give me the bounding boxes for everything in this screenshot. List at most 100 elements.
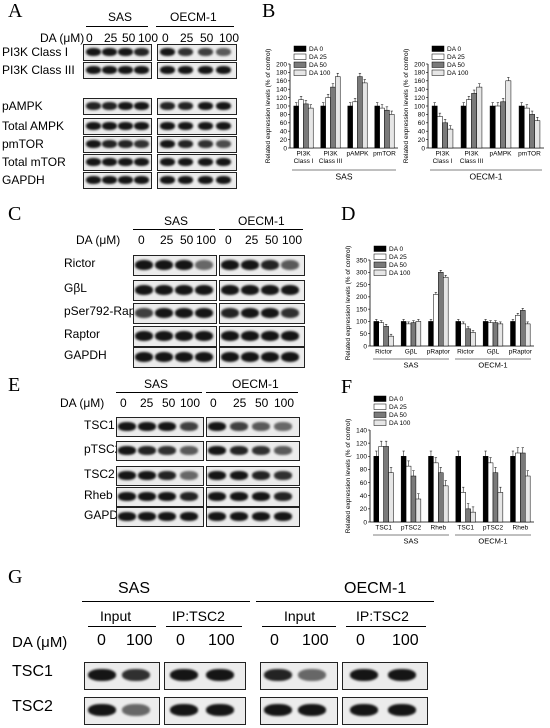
blot-band	[158, 491, 176, 501]
blot-band	[195, 284, 213, 295]
legend-swatch	[293, 61, 307, 68]
dose-value: 100	[126, 632, 153, 649]
bar	[487, 322, 494, 347]
bar	[388, 472, 394, 523]
blot-band	[281, 284, 299, 295]
blot-band	[138, 470, 156, 480]
legend-entry: DA 25	[309, 54, 327, 61]
bar	[465, 328, 471, 347]
legend-swatch	[373, 261, 387, 268]
blot-band	[155, 330, 173, 341]
cell-line-oecm-c: OECM-1	[238, 214, 285, 228]
blot-membrane	[84, 662, 160, 690]
blot-band	[350, 669, 378, 681]
dose-value: 0	[176, 632, 185, 649]
blot-band	[134, 157, 149, 166]
x-tick-label: pmTOR	[373, 151, 396, 158]
bar	[515, 315, 521, 347]
blot-band	[158, 511, 176, 521]
blot-band	[198, 139, 213, 148]
blot-band	[160, 65, 175, 74]
blot-membrane	[157, 98, 237, 115]
blot-membrane	[164, 662, 246, 690]
blot-band	[118, 511, 136, 521]
blot-band	[252, 470, 270, 480]
bar	[438, 472, 444, 523]
blot-band	[221, 307, 239, 318]
blot-band	[134, 139, 149, 148]
blot-band	[135, 307, 153, 318]
blot-band	[175, 351, 193, 362]
legend-entry: DA 100	[447, 70, 469, 77]
legend-entry: DA 50	[447, 62, 465, 69]
dose-value: 100	[180, 396, 201, 410]
blot-band	[252, 445, 270, 455]
y-tick-label: 100	[414, 103, 425, 110]
bar	[489, 105, 496, 149]
blot-band	[241, 307, 259, 318]
y-tick-label: 140	[276, 86, 287, 93]
blot-band	[274, 445, 292, 455]
blot-band	[198, 101, 213, 110]
blot-band	[118, 470, 136, 480]
blot-membrane	[206, 441, 300, 461]
dose-value: 100	[274, 396, 295, 410]
blot-band	[230, 511, 248, 521]
blot-membrane	[83, 44, 152, 61]
blot-band	[160, 101, 175, 110]
blot-band	[160, 121, 175, 130]
blot-band	[178, 65, 193, 74]
blot-band	[180, 445, 198, 455]
blot-membrane	[206, 466, 300, 486]
blot-membrane	[83, 62, 152, 79]
blot-band	[216, 65, 231, 74]
bar	[384, 109, 390, 149]
bar	[428, 456, 434, 523]
blot-row-label: PI3K Class III	[2, 63, 75, 77]
blot-band	[155, 284, 173, 295]
bar	[374, 105, 380, 149]
bar	[400, 456, 407, 523]
blot-band	[216, 139, 231, 148]
legend-entry: DA 100	[309, 70, 331, 77]
y-tick-label: 120	[276, 95, 287, 102]
cell-line-sas-e: SAS	[144, 377, 169, 391]
blot-band	[102, 157, 117, 166]
legend-entry: DA 50	[389, 262, 407, 269]
legend-entry: DA 0	[309, 46, 323, 53]
y-tick-label: 300	[356, 270, 367, 277]
x-tick-label: pAMPK	[489, 151, 512, 158]
y-axis-label: Related expression levels (% of control)	[345, 246, 352, 361]
blot-band	[155, 259, 173, 270]
bar	[352, 101, 358, 149]
bar	[482, 321, 489, 347]
underline-ip-oecm	[346, 626, 426, 627]
y-tick-label: 80	[280, 112, 288, 119]
legend-entry: DA 50	[389, 412, 407, 419]
blot-band	[298, 669, 326, 681]
blot-membrane	[133, 326, 217, 347]
x-tick-label: pTSC2	[483, 525, 504, 532]
bar	[378, 446, 384, 523]
legend-swatch	[293, 69, 307, 76]
blot-band	[88, 669, 116, 681]
y-tick-label: 120	[356, 440, 367, 447]
blot-band	[118, 157, 133, 166]
x-tick-label: PI3K	[435, 151, 450, 158]
x-tick-label: TSC1	[457, 525, 474, 532]
blot-row-label: pSer792-Raptor	[64, 304, 150, 318]
blot-membrane	[157, 136, 237, 153]
blot-membrane	[157, 118, 237, 135]
bar	[492, 472, 499, 523]
x-tick-label: pAMPK	[346, 151, 369, 158]
y-tick-label: 150	[356, 306, 367, 313]
dose-value: 25	[245, 233, 259, 247]
bar	[335, 76, 341, 149]
blot-band	[230, 445, 248, 455]
bar	[373, 321, 379, 347]
dose-value: 100	[138, 31, 159, 45]
bar	[438, 272, 444, 347]
bar	[379, 107, 385, 149]
bar	[460, 492, 466, 523]
bar	[320, 105, 326, 149]
